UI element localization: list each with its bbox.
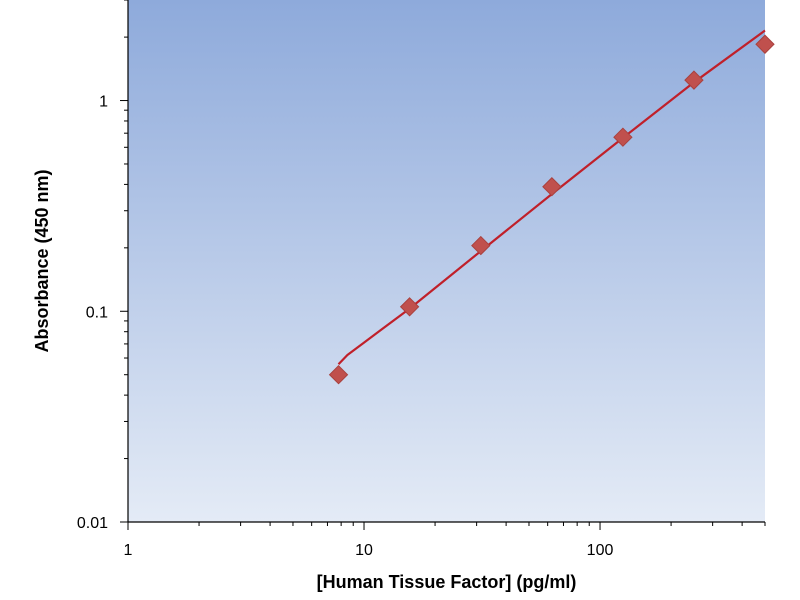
x-tick-label: 10 xyxy=(355,542,373,559)
data-point-diamond xyxy=(399,297,420,317)
x-tick-label: 100 xyxy=(587,542,614,559)
data-point-diamond xyxy=(542,177,562,197)
data-point-diamond xyxy=(471,235,491,256)
y-tick-label: 0.01 xyxy=(77,515,108,532)
data-points xyxy=(328,34,775,385)
data-point-diamond xyxy=(328,365,349,385)
axes: 1 10 100 0.01 0.1 1 xyxy=(77,0,766,559)
x-tick-label: 1 xyxy=(124,542,133,559)
data-point-diamond xyxy=(684,70,704,90)
y-tick-label: 0.1 xyxy=(86,304,108,321)
plot-area xyxy=(128,0,765,522)
data-point-diamond xyxy=(755,34,775,54)
y-axis-title: Absorbance (450 nm) xyxy=(32,169,52,352)
y-tick-label: 1 xyxy=(99,94,108,111)
x-axis-title: [Human Tissue Factor] (pg/ml) xyxy=(317,572,577,592)
data-point-diamond xyxy=(613,127,633,147)
